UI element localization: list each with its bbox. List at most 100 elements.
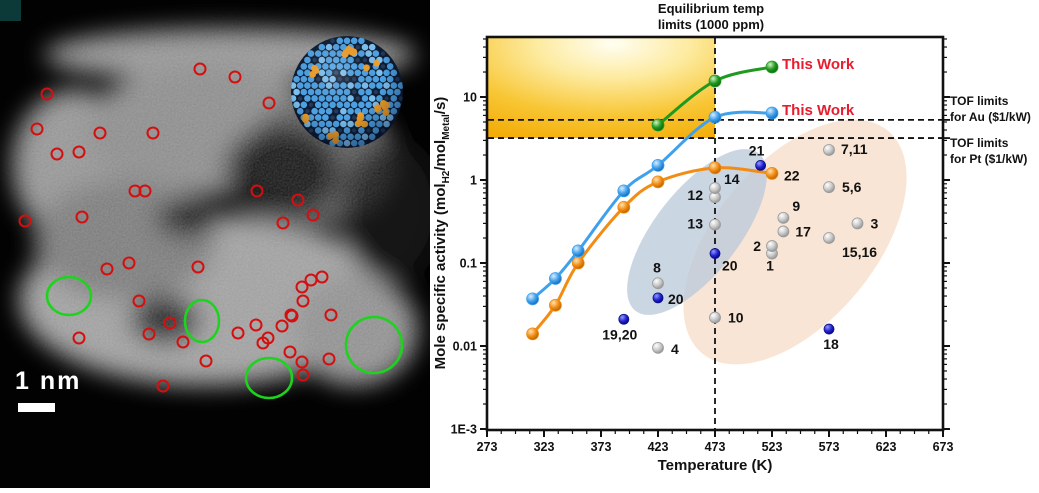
red-atom-marker xyxy=(122,256,136,270)
y-title-sub-h2: H2 xyxy=(441,170,452,184)
red-atom-marker xyxy=(93,126,107,140)
red-atom-marker xyxy=(231,326,245,340)
y-tick-label-0.1: 0.1 xyxy=(460,257,477,271)
scale-bar xyxy=(18,403,55,412)
scatter-label-22: 22 xyxy=(784,167,800,183)
red-atom-marker xyxy=(75,210,89,224)
red-atom-marker xyxy=(156,379,170,393)
red-atom-marker xyxy=(262,96,276,110)
x-tick-label-273: 273 xyxy=(477,440,498,454)
red-atom-marker xyxy=(30,122,44,136)
curve-this-work-blue-point xyxy=(571,244,585,258)
scatter-point-5,6 xyxy=(823,181,835,194)
scatter-label-8: 8 xyxy=(653,259,661,275)
activity-chart: 12345,67,11891012131415,16171819,2020202… xyxy=(451,35,954,454)
equilibrium-limit-title: Equilibrium temp limits (1000 ppm) xyxy=(601,1,821,33)
curve-this-work-blue-point xyxy=(617,184,631,198)
red-atom-marker xyxy=(295,280,309,294)
curve-this-work-green-point xyxy=(708,74,722,88)
scatter-label-5,6: 5,6 xyxy=(842,179,862,195)
tof-pt-line1: TOF limits xyxy=(950,136,1009,150)
scatter-point-10 xyxy=(709,311,721,324)
red-atom-marker xyxy=(284,308,298,322)
scatter-label-20: 20 xyxy=(722,258,738,274)
tof-pt-line2: for Pt ($1/kW) xyxy=(950,152,1028,166)
x-tick-label-623: 623 xyxy=(876,440,897,454)
tof-limit-au-label: TOF limits for Au ($1/kW) xyxy=(950,93,1039,125)
scale-bar-label: 1 nm xyxy=(15,367,82,395)
red-atom-marker xyxy=(100,262,114,276)
red-atom-marker xyxy=(146,126,160,140)
scatter-point-20 xyxy=(652,292,664,304)
scatter-point-8 xyxy=(652,277,664,290)
scatter-label-10: 10 xyxy=(728,310,744,326)
curve-orange-ref22-point xyxy=(765,167,779,180)
this-work-label-green: This Work xyxy=(782,56,855,73)
curve-orange-ref22-point xyxy=(708,161,722,175)
x-tick-label-523: 523 xyxy=(762,440,783,454)
stem-micrograph xyxy=(0,0,440,488)
scatter-label-12: 12 xyxy=(687,187,703,203)
red-atom-marker xyxy=(163,316,177,330)
tof-au-line1: TOF limits xyxy=(950,94,1009,108)
x-tick-label-323: 323 xyxy=(534,440,555,454)
x-tick-label-573: 573 xyxy=(819,440,840,454)
red-atom-marker xyxy=(40,87,54,101)
red-atom-marker xyxy=(228,70,242,84)
red-atom-marker xyxy=(276,216,290,230)
scatter-label-20: 20 xyxy=(668,291,684,307)
scatter-point-4 xyxy=(652,341,664,354)
tof-au-line2: for Au ($1/kW) xyxy=(950,110,1031,124)
scatter-label-13: 13 xyxy=(687,216,703,232)
stem-image-panel: 1 nm xyxy=(0,0,440,488)
red-atom-marker xyxy=(72,145,86,159)
curve-orange-ref22-point xyxy=(526,327,539,341)
scatter-point-20 xyxy=(709,248,721,259)
scatter-point-13 xyxy=(709,218,721,231)
curve-this-work-blue-point xyxy=(526,292,539,306)
red-atom-marker xyxy=(176,335,190,349)
scatter-point-7,11 xyxy=(823,144,835,156)
scatter-point-14 xyxy=(709,182,721,194)
y-tick-label-1E-3: 1E-3 xyxy=(451,423,477,437)
x-tick-label-673: 673 xyxy=(933,440,954,454)
red-atom-marker xyxy=(275,319,289,333)
curve-this-work-blue-point xyxy=(549,272,562,285)
curve-this-work-green-point xyxy=(651,118,665,132)
x-tick-label-373: 373 xyxy=(591,440,612,454)
scatter-label-17: 17 xyxy=(795,223,811,239)
red-atom-marker xyxy=(283,345,297,359)
curve-orange-ref22-point xyxy=(549,298,562,312)
equilibrium-limit-line2: limits (1000 ppm) xyxy=(657,17,765,32)
x-axis-title: Temperature (K) xyxy=(657,457,773,474)
literature-cluster-ellipse-0 xyxy=(683,119,907,365)
y-axis-title: Mole specific activity (molH2/molMetal/s… xyxy=(432,13,454,453)
x-tick-label-423: 423 xyxy=(648,440,669,454)
red-atom-marker xyxy=(199,354,213,368)
curve-orange-ref22-point xyxy=(617,200,631,214)
scatter-label-19,20: 19,20 xyxy=(602,326,637,342)
curve-this-work-green-point xyxy=(765,60,779,74)
red-atom-marker xyxy=(306,208,320,222)
red-atom-marker xyxy=(296,294,310,308)
x-tick-label-473: 473 xyxy=(705,440,726,454)
scatter-label-9: 9 xyxy=(792,198,800,214)
green-cluster-marker xyxy=(244,356,294,400)
red-atom-marker xyxy=(191,260,205,274)
curve-this-work-blue-point xyxy=(651,158,665,172)
scatter-point-3 xyxy=(851,217,864,230)
red-atom-marker xyxy=(249,318,263,332)
green-cluster-marker xyxy=(45,275,93,317)
scatter-label-21: 21 xyxy=(749,142,765,158)
scatter-point-17 xyxy=(777,225,790,238)
red-atom-marker xyxy=(138,184,152,198)
scatter-label-15,16: 15,16 xyxy=(842,244,877,260)
y-title-sub-metal: Metal xyxy=(441,114,452,140)
red-atom-marker xyxy=(132,294,146,308)
y-title-part3: /s) xyxy=(432,96,449,115)
red-atom-marker xyxy=(18,214,32,228)
red-atom-marker xyxy=(322,352,336,366)
red-atom-marker xyxy=(324,308,338,322)
equilibrium-highlight-box xyxy=(488,38,715,139)
